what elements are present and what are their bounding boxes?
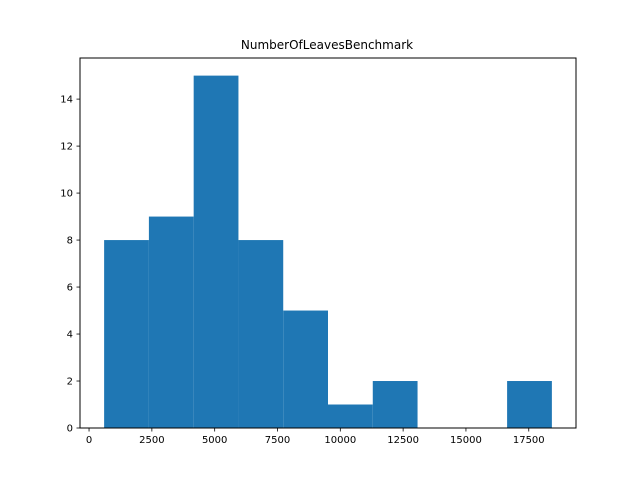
x-tick-label: 10000 [324, 435, 356, 446]
chart-title: NumberOfLeavesBenchmark [241, 38, 413, 52]
histogram-bar [104, 240, 149, 428]
y-axis: 0 2 4 6 8 10 12 14 [60, 95, 80, 435]
histogram-bar [283, 310, 328, 428]
y-tick-label: 2 [67, 377, 73, 388]
y-tick-label: 0 [67, 424, 73, 435]
histogram-bar [193, 75, 239, 428]
x-tick-label: 17500 [513, 435, 545, 446]
x-tick-label: 7500 [265, 435, 290, 446]
histogram-bar [507, 381, 552, 428]
histogram-bar [148, 216, 194, 428]
x-tick-label: 2500 [139, 435, 164, 446]
histogram-bar [372, 381, 418, 428]
plot-frame [79, 57, 577, 429]
x-axis: 0 2500 5000 7500 10000 12500 15000 17500 [86, 428, 545, 446]
x-tick-label: 0 [86, 435, 92, 446]
y-tick-label: 4 [67, 330, 73, 341]
histogram-bar [328, 404, 373, 428]
y-tick-label: 12 [60, 142, 73, 153]
x-tick-label: 5000 [202, 435, 227, 446]
x-tick-label: 12500 [387, 435, 419, 446]
histogram-bar [238, 240, 284, 428]
x-tick-label: 15000 [450, 435, 482, 446]
y-tick-label: 6 [67, 283, 73, 294]
bars-group [104, 75, 552, 428]
y-tick-label: 8 [67, 236, 73, 247]
y-tick-label: 14 [60, 95, 73, 106]
y-tick-label: 10 [60, 189, 73, 200]
